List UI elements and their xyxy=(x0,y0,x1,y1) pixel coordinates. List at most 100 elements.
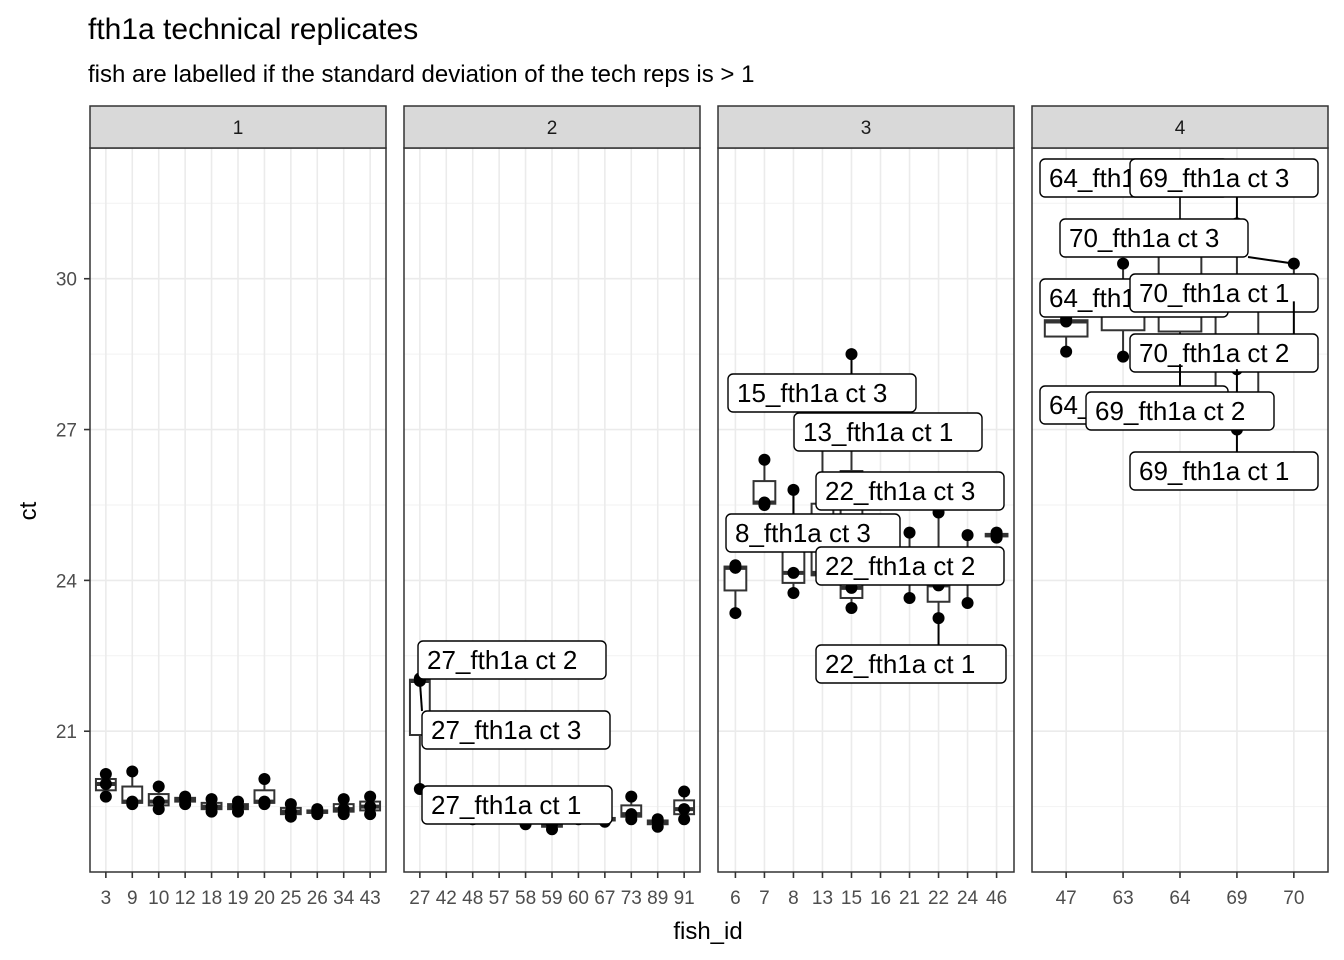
data-point xyxy=(232,795,244,808)
x-tick-label: 47 xyxy=(1056,888,1077,909)
x-tick-label: 59 xyxy=(541,888,562,909)
x-tick-label: 3 xyxy=(101,888,112,909)
data-point xyxy=(337,793,350,806)
x-tick-label: 67 xyxy=(594,888,615,909)
x-tick-label: 12 xyxy=(175,888,196,909)
data-point xyxy=(258,772,271,785)
data-point xyxy=(758,453,771,466)
x-tick-label: 58 xyxy=(515,888,536,909)
y-tick-label: 30 xyxy=(56,270,77,291)
point-label: 22_fth1a ct 1 xyxy=(815,618,1007,684)
x-tick-label: 43 xyxy=(360,888,381,909)
label-text: 22_fth1a ct 2 xyxy=(825,551,975,581)
label-text: 69_fth1a ct 1 xyxy=(1139,456,1289,486)
data-point xyxy=(678,803,691,816)
label-box xyxy=(1129,333,1319,373)
label-box xyxy=(1129,451,1319,491)
label-text: 70_fth1a ct 3 xyxy=(1069,223,1219,253)
label-text: 69_fth1a ct 2 xyxy=(1095,396,1245,426)
data-point xyxy=(990,526,1003,539)
x-tick-label: 9 xyxy=(127,888,138,909)
point-label: 27_fth1a ct 1 xyxy=(421,785,613,825)
box-fish-9 xyxy=(121,765,144,811)
facet-strip-label: 2 xyxy=(547,118,558,139)
x-tick-label: 57 xyxy=(489,888,510,909)
data-point xyxy=(961,529,974,542)
data-point xyxy=(179,790,192,803)
x-tick-label: 73 xyxy=(621,888,642,909)
label-text: 22_fth1a ct 1 xyxy=(825,649,975,679)
point-label: 8_fth1a ct 3 xyxy=(725,489,901,553)
data-point xyxy=(1060,345,1073,358)
y-tick-label: 27 xyxy=(56,421,77,442)
x-tick-label: 27 xyxy=(409,888,430,909)
box-fish-25 xyxy=(279,798,302,823)
x-tick-label: 24 xyxy=(957,888,979,909)
point-label: 69_fth1a ct 1 xyxy=(1129,429,1319,491)
data-point xyxy=(311,803,324,816)
point-label: 27_fth1a ct 2 xyxy=(417,640,607,680)
data-point xyxy=(364,800,377,813)
label-text: 70_fth1a ct 1 xyxy=(1139,278,1289,308)
facet-strip-label: 1 xyxy=(233,118,244,139)
x-tick-label: 70 xyxy=(1283,888,1304,909)
data-point xyxy=(758,496,771,509)
label-text: 27_fth1a ct 3 xyxy=(431,715,581,745)
label-text: 22_fth1a ct 3 xyxy=(825,476,975,506)
label-connector xyxy=(1247,256,1294,265)
point-label: 13_fth1a ct 1 xyxy=(793,412,983,452)
x-tick-label: 69 xyxy=(1226,888,1247,909)
label-box xyxy=(793,412,983,452)
facet-panel-1: 3 9 10 12 18 19 20 25 26 34 43 1 xyxy=(89,105,387,909)
data-point xyxy=(99,790,112,803)
data-point xyxy=(961,597,974,610)
label-box xyxy=(1059,218,1249,258)
label-box xyxy=(421,710,611,750)
x-tick-label: 42 xyxy=(436,888,457,909)
box-fish-18 xyxy=(200,793,223,818)
x-tick-label: 13 xyxy=(812,888,833,909)
data-point xyxy=(787,586,800,599)
point-label: 69_fth1a ct 3 xyxy=(1129,158,1319,224)
data-point xyxy=(1117,257,1130,270)
data-point xyxy=(258,795,271,808)
data-point xyxy=(678,813,691,826)
x-tick-label: 60 xyxy=(568,888,589,909)
box-fish-26 xyxy=(306,803,329,821)
box-fish-73 xyxy=(620,790,643,826)
x-tick-label: 18 xyxy=(201,888,222,909)
label-box xyxy=(421,785,613,825)
y-tick-label: 21 xyxy=(56,722,77,743)
data-point xyxy=(205,793,218,806)
box-fish-89 xyxy=(646,813,669,833)
x-tick-label: 25 xyxy=(280,888,301,909)
x-tick-label: 63 xyxy=(1113,888,1134,909)
point-label: 15_fth1a ct 3 xyxy=(727,354,917,413)
data-point xyxy=(845,602,858,615)
label-text: 70_fth1a ct 2 xyxy=(1139,338,1289,368)
x-tick-label: 48 xyxy=(462,888,483,909)
chart-subtitle: fish are labelled if the standard deviat… xyxy=(88,61,754,88)
point-label: 69_fth1a ct 2 xyxy=(1085,369,1275,431)
x-tick-label: 15 xyxy=(841,888,862,909)
box-fish-46 xyxy=(984,526,1009,544)
box-fish-7 xyxy=(752,453,777,511)
label-box xyxy=(725,513,901,553)
label-connector xyxy=(418,680,423,712)
facet-strip xyxy=(89,105,387,149)
y-axis-title: ct xyxy=(15,501,42,520)
data-point xyxy=(651,813,664,826)
data-point xyxy=(152,780,165,793)
label-box xyxy=(1129,158,1319,198)
point-label: 22_fth1a ct 3 xyxy=(815,471,1005,511)
box-fish-47 xyxy=(1043,312,1089,358)
point-label: 70_fth1a ct 2 xyxy=(1129,301,1319,373)
data-point xyxy=(126,795,139,808)
x-tick-label: 10 xyxy=(148,888,169,909)
data-point xyxy=(729,607,742,620)
data-point xyxy=(787,566,800,579)
x-tick-label: 34 xyxy=(333,888,355,909)
label-text: 13_fth1a ct 1 xyxy=(803,417,953,447)
box-fish-10 xyxy=(147,780,170,816)
y-tick-label: 24 xyxy=(56,571,78,592)
